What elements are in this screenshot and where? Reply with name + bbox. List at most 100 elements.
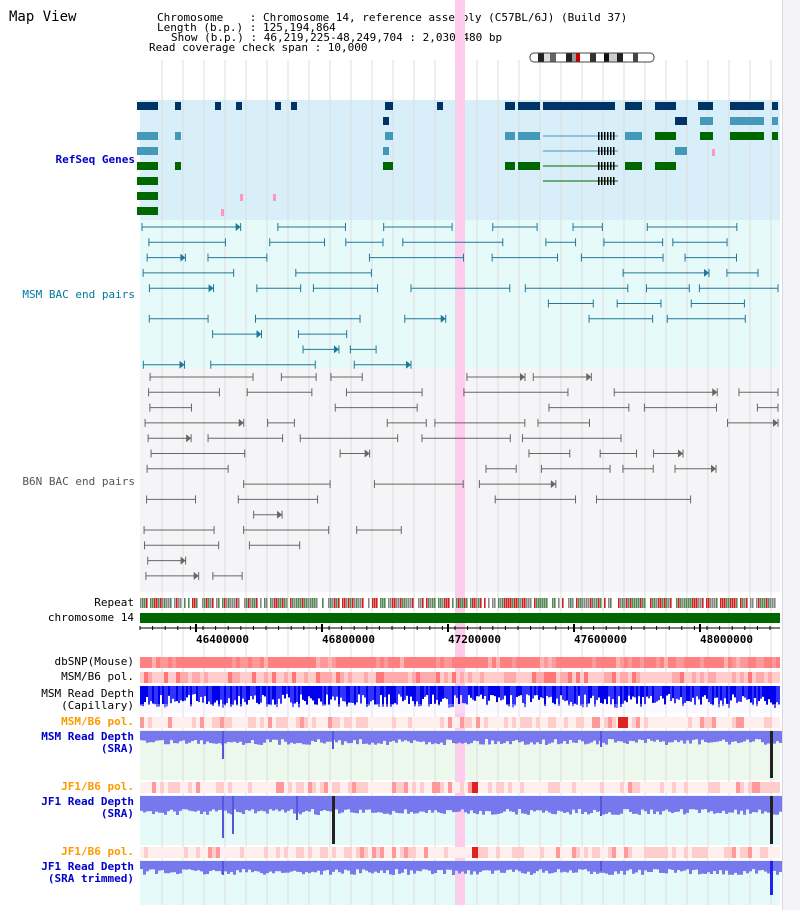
repeat-element: [372, 598, 374, 608]
jf1-b6-pol-density: [640, 847, 644, 858]
msm-capillary-depth: [418, 686, 420, 707]
track-label-msm-b6-pol-1[interactable]: MSM/B6 pol.: [61, 670, 134, 683]
msm-b6-pol-density: [352, 717, 356, 728]
msm-sra-depth: [323, 731, 326, 744]
repeat-element: [660, 598, 662, 608]
b6n-bac-pair-arrow: [712, 388, 718, 397]
msm-sra-depth: [671, 731, 674, 743]
jf1-sra-depth: [605, 796, 608, 814]
jf1-trimmed-depth: [197, 861, 200, 871]
jf1-b6-pol-density: [640, 782, 644, 793]
jf1-sra-depth: [647, 796, 650, 814]
msm-b6-pol-density: [244, 672, 248, 683]
jf1-trimmed-depth: [755, 861, 758, 874]
jf1-b6-pol-density: [444, 847, 448, 858]
msm-capillary-depth: [196, 686, 198, 701]
ideogram-band: [638, 53, 648, 62]
jf1-trimmed-depth: [278, 861, 281, 872]
track-label-refseq-genes[interactable]: RefSeq Genes: [55, 153, 135, 166]
jf1-b6-pol-density: [488, 847, 492, 858]
jf1-sra-depth: [275, 796, 278, 810]
msm-sra-depth: [341, 731, 344, 745]
msm-b6-pol-density: [176, 717, 180, 728]
msm-sra-depth: [155, 731, 158, 741]
repeat-element: [722, 598, 724, 608]
dbsnp-density: [772, 657, 776, 668]
jf1-sra-depth: [404, 796, 407, 810]
jf1-b6-pol-density: [160, 782, 164, 793]
jf1-sra-depth: [290, 796, 293, 810]
jf1-trimmed-depth: [776, 861, 779, 875]
track-label-jf1-depth-trimmed[interactable]: JF1 Read Depth (SRA trimmed): [41, 860, 134, 885]
msm-b6-pol-density: [512, 717, 516, 728]
msm-sra-depth: [533, 731, 536, 745]
jf1-trimmed-depth: [446, 861, 449, 870]
jf1-b6-pol-density: [596, 782, 600, 793]
msm-b6-pol-density: [216, 717, 220, 728]
msm-capillary-depth: [154, 686, 156, 705]
track-label-chromosome[interactable]: chromosome 14: [47, 611, 134, 624]
repeat-element: [732, 598, 734, 608]
track-label-msm-b6-pol-2[interactable]: MSM/B6 pol.: [61, 715, 134, 728]
dbsnp-density: [220, 657, 224, 668]
msm-b6-pol-density: [184, 672, 188, 683]
jf1-b6-pol-density: [256, 782, 260, 793]
jf1-sra-depth-spike: [296, 796, 298, 820]
msm-b6-pol-density: [288, 717, 292, 728]
track-label-jf1-b6-pol-1[interactable]: JF1/B6 pol.: [61, 780, 134, 793]
jf1-b6-pol-density: [344, 782, 348, 793]
msm-b6-pol-density: [428, 672, 432, 683]
refseq-gene: [625, 132, 642, 140]
msm-capillary-depth: [226, 686, 228, 704]
dbsnp-density: [420, 657, 424, 668]
msm-capillary-depth: [748, 686, 750, 700]
jf1-trimmed-depth: [257, 861, 260, 872]
jf1-b6-pol-density: [488, 782, 492, 793]
jf1-b6-pol-density: [424, 847, 428, 858]
jf1-b6-pol-density: [376, 847, 380, 858]
msm-capillary-depth: [774, 686, 776, 708]
dbsnp-density: [776, 657, 780, 668]
msm-b6-pol-density: [396, 672, 400, 683]
repeat-element: [638, 598, 640, 608]
repeat-element: [710, 598, 712, 608]
msm-sra-depth: [140, 731, 143, 741]
msm-b6-pol-density: [616, 672, 620, 683]
track-label-msm-depth-sra[interactable]: MSM Read Depth (SRA): [41, 730, 134, 755]
jf1-sra-depth: [152, 796, 155, 815]
vertical-scrollbar[interactable]: [782, 0, 800, 910]
msm-capillary-depth: [638, 686, 640, 697]
dbsnp-density: [160, 657, 164, 668]
msm-capillary-depth: [704, 686, 706, 696]
repeat-element: [158, 598, 160, 608]
msm-b6-pol-density: [716, 672, 720, 683]
jf1-b6-pol-density: [720, 782, 724, 793]
msm-capillary-depth: [410, 686, 412, 697]
msm-b6-pol-density: [688, 672, 692, 683]
jf1-sra-depth: [305, 796, 308, 811]
track-label-msm-bac[interactable]: MSM BAC end pairs: [22, 288, 135, 301]
track-label-msm-depth-capillary[interactable]: MSM Read Depth (Capillary): [41, 687, 134, 712]
msm-capillary-depth: [496, 686, 498, 703]
jf1-sra-depth: [329, 796, 332, 812]
track-label-dbsnp[interactable]: dbSNP(Mouse): [54, 655, 134, 668]
msm-capillary-depth: [172, 686, 174, 699]
track-label-jf1-b6-pol-2[interactable]: JF1/B6 pol.: [61, 845, 134, 858]
ideogram-band: [623, 53, 633, 62]
jf1-trimmed-depth: [356, 861, 359, 870]
track-label-repeat[interactable]: Repeat: [94, 596, 134, 609]
msm-b6-pol-density: [400, 717, 404, 728]
msm-capillary-depth: [292, 686, 294, 708]
msm-b6-pol-density: [192, 717, 196, 728]
track-label-jf1-depth-sra[interactable]: JF1 Read Depth (SRA): [41, 795, 134, 820]
jf1-b6-pol-density: [756, 847, 760, 858]
msm-capillary-depth: [686, 686, 688, 702]
jf1-trimmed-depth: [140, 861, 143, 870]
msm-b6-pol-density: [452, 717, 456, 728]
msm-sra-depth: [626, 731, 629, 744]
track-label-b6n-bac[interactable]: B6N BAC end pairs: [22, 475, 135, 488]
jf1-b6-pol-density: [396, 782, 400, 793]
jf1-b6-pol-density: [224, 782, 228, 793]
jf1-trimmed-depth: [425, 861, 428, 870]
